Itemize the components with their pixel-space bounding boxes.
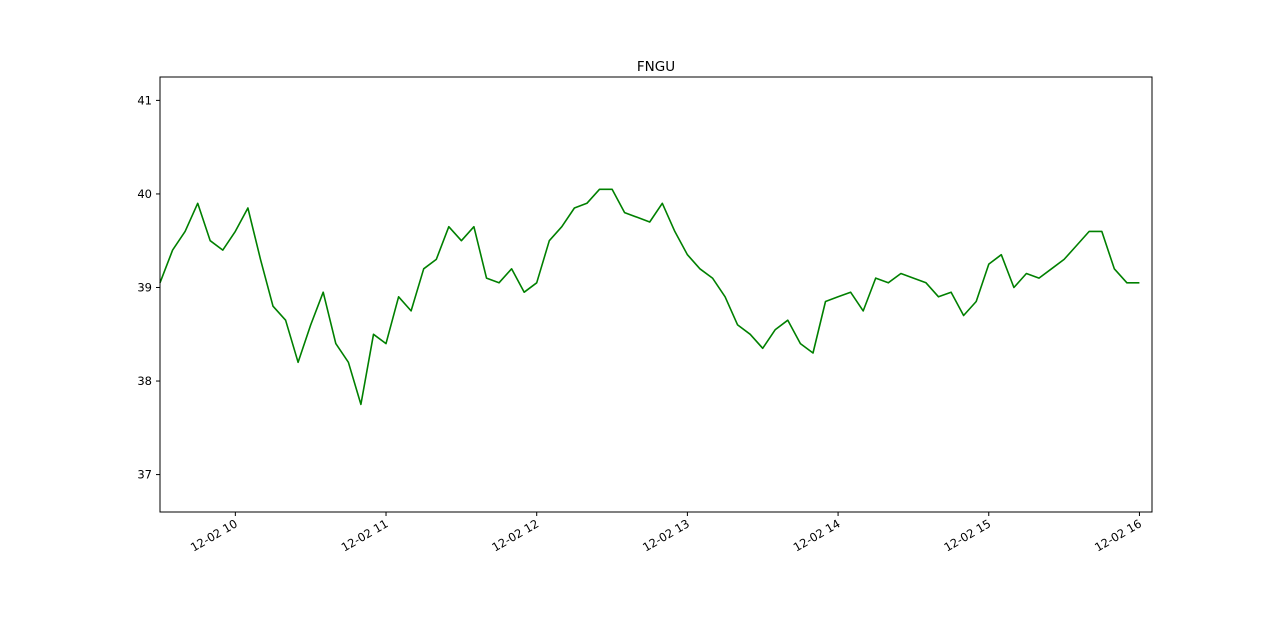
chart-title: FNGU xyxy=(637,59,675,75)
y-tick-label: 41 xyxy=(137,93,152,107)
y-tick-label: 38 xyxy=(137,374,152,388)
y-axis: 37 38 39 40 41 xyxy=(137,93,160,482)
y-tick-label: 40 xyxy=(137,187,152,201)
plot-frame xyxy=(159,76,1153,513)
series-line-0 xyxy=(159,188,1140,406)
y-tick-label: 39 xyxy=(137,280,152,294)
y-tick-label: 37 xyxy=(137,468,152,482)
plot-area xyxy=(159,188,1140,406)
